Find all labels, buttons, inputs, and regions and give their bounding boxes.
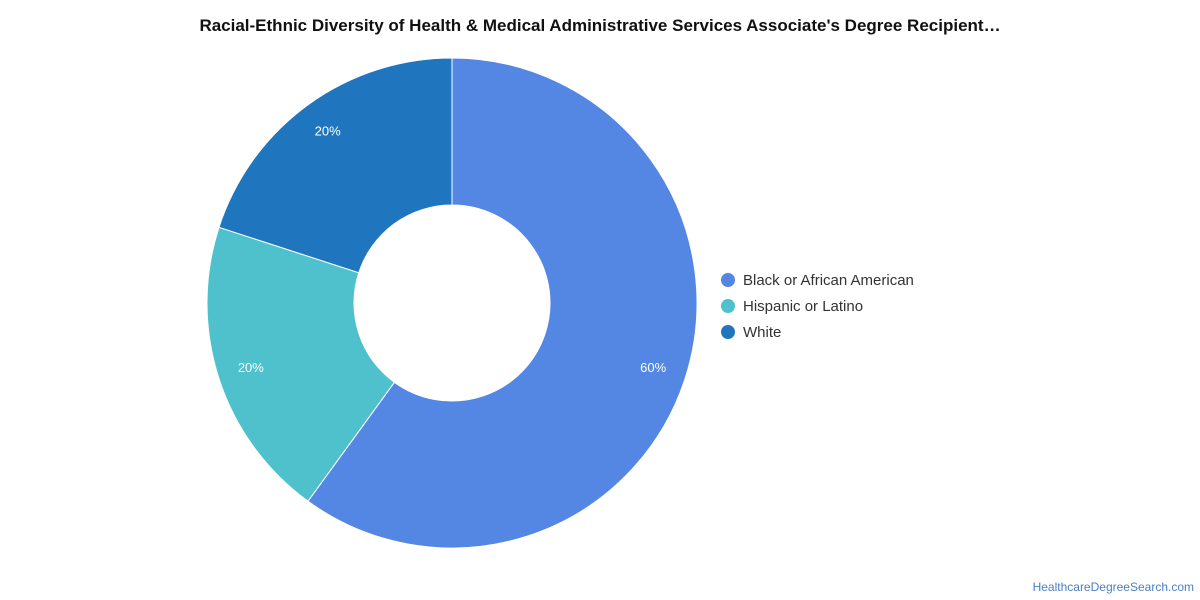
chart-legend: Black or African American Hispanic or La… bbox=[721, 267, 914, 345]
data-label: 20% bbox=[238, 360, 264, 375]
data-label: 60% bbox=[640, 360, 666, 375]
slice-black-or-african-american bbox=[307, 57, 698, 549]
legend-item-hispanic-or-latino: Hispanic or Latino bbox=[721, 293, 914, 319]
legend-swatch bbox=[721, 273, 735, 287]
legend-swatch bbox=[721, 299, 735, 313]
legend-item-black-or-african-american: Black or African American bbox=[721, 267, 914, 293]
site-watermark[interactable]: HealthcareDegreeSearch.com bbox=[1032, 580, 1194, 594]
slice-white bbox=[218, 57, 453, 274]
legend-label: Hispanic or Latino bbox=[743, 297, 864, 315]
legend-item-white: White bbox=[721, 319, 914, 345]
slice-hispanic-or-latino bbox=[206, 226, 396, 502]
legend-label: White bbox=[743, 323, 782, 341]
data-label: 20% bbox=[315, 123, 341, 138]
legend-swatch bbox=[721, 325, 735, 339]
legend-label: Black or African American bbox=[743, 271, 914, 289]
chart-title: Racial-Ethnic Diversity of Health & Medi… bbox=[199, 16, 1001, 35]
